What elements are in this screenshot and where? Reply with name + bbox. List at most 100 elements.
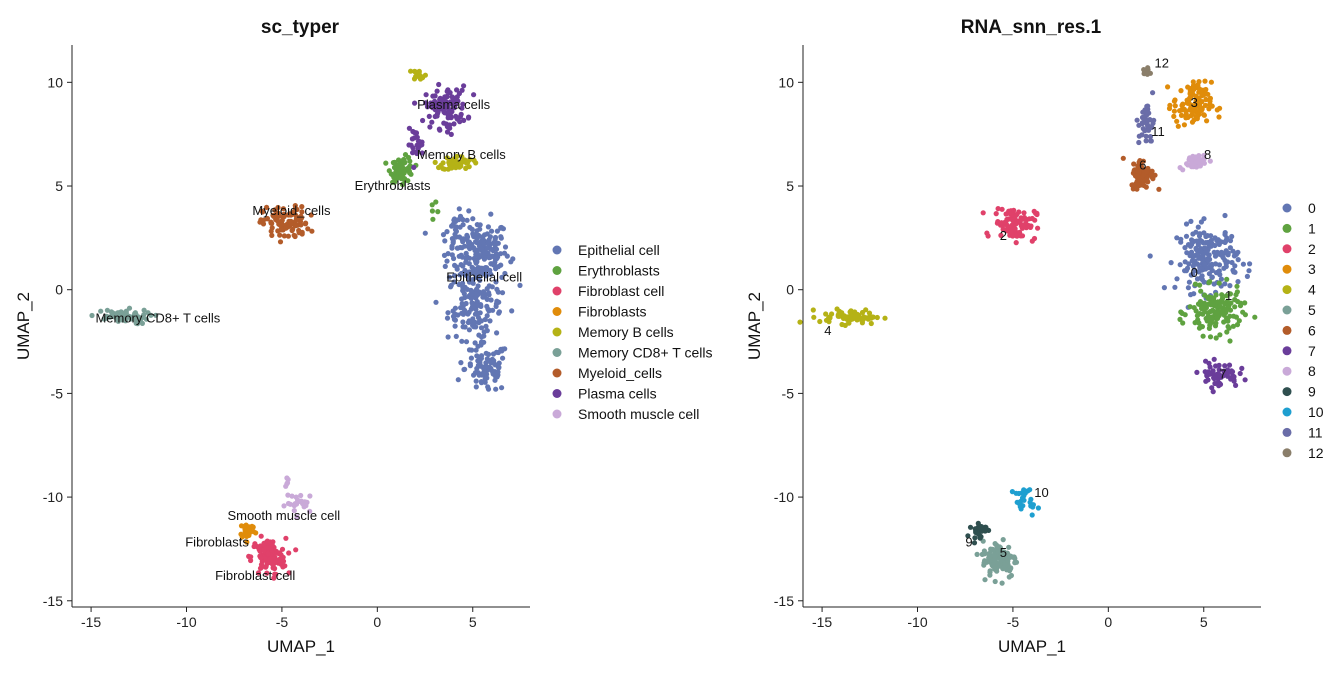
point-fibroblast-cell xyxy=(258,533,264,539)
point-1 xyxy=(1195,301,1202,307)
legend-swatch xyxy=(552,409,562,419)
point-9 xyxy=(978,525,984,531)
point-plasma-cells xyxy=(453,113,459,119)
point-5 xyxy=(992,578,998,585)
point-smooth-muscle-cell xyxy=(289,493,295,499)
point-plasma-cells xyxy=(430,105,436,111)
point-1 xyxy=(1214,310,1220,316)
point-memory-b-cells xyxy=(454,153,460,159)
point-7 xyxy=(1229,369,1236,375)
legend-swatch xyxy=(552,327,562,337)
legend-label: Memory CD8+ T cells xyxy=(578,345,712,361)
point-3 xyxy=(1197,86,1203,92)
point-plasma-cells xyxy=(426,113,432,119)
points xyxy=(797,65,1258,586)
point-myeloid-cells xyxy=(280,206,286,212)
point-0 xyxy=(1182,245,1188,251)
point-epithelial-cell xyxy=(472,311,478,317)
point-epithelial-cell xyxy=(464,217,470,223)
point-4 xyxy=(869,314,875,320)
point-epithelial-cell xyxy=(485,357,491,363)
point-0 xyxy=(1216,268,1222,274)
y-tick-label: 10 xyxy=(778,74,794,90)
point-epithelial-cell xyxy=(451,217,457,223)
point-memory-cd8-t-cells xyxy=(153,312,159,318)
point-erythroblasts xyxy=(433,199,439,205)
point-9 xyxy=(972,535,978,541)
point-2 xyxy=(998,232,1004,238)
point-epithelial-cell xyxy=(502,244,509,250)
point-3 xyxy=(1181,122,1187,128)
point-epithelial-cell xyxy=(479,334,485,340)
point-7 xyxy=(1211,356,1217,362)
point-5 xyxy=(1006,544,1012,550)
y-tick-label: -5 xyxy=(782,385,795,401)
point-plasma-cells xyxy=(441,120,447,126)
point-11 xyxy=(1140,120,1146,126)
point-epithelial-cell xyxy=(478,303,484,309)
point-7 xyxy=(1212,375,1218,381)
point-3 xyxy=(1166,105,1173,112)
point-0 xyxy=(1199,273,1205,279)
point-plasma-cells xyxy=(447,125,453,131)
point-epithelial-cell xyxy=(444,258,450,264)
point-myeloid-cells xyxy=(290,226,296,233)
point-smooth-muscle-cell xyxy=(301,499,307,505)
point-0 xyxy=(1193,246,1199,253)
point-2 xyxy=(985,233,991,239)
point-epithelial-cell xyxy=(463,339,470,345)
x-tick-label: -5 xyxy=(276,614,289,630)
point-1 xyxy=(1216,280,1222,286)
point-7 xyxy=(1233,382,1239,388)
point-memory-cd8-t-cells xyxy=(98,308,104,314)
point-0 xyxy=(1230,267,1236,273)
point-epithelial-cell xyxy=(444,229,450,235)
point-6 xyxy=(1134,166,1141,172)
point-0 xyxy=(1182,268,1188,274)
point-0 xyxy=(1177,262,1183,268)
point-epithelial-cell xyxy=(460,239,466,245)
legend-label: Plasma cells xyxy=(578,386,657,402)
point-myeloid-cells xyxy=(277,239,284,245)
cluster-label: Fibroblast cell xyxy=(215,568,295,583)
point-4 xyxy=(874,314,880,321)
point-3 xyxy=(1216,114,1222,120)
point-plasma-cells xyxy=(441,109,447,115)
legend-label: 8 xyxy=(1308,363,1316,379)
point-5 xyxy=(999,580,1005,586)
point-0 xyxy=(1201,216,1207,222)
point-1 xyxy=(1192,320,1198,326)
point-fibroblast-cell xyxy=(264,570,270,576)
cluster-label: Erythroblasts xyxy=(355,178,431,193)
point-1 xyxy=(1180,320,1186,326)
point-8 xyxy=(1207,158,1213,164)
point-epithelial-cell xyxy=(476,320,482,326)
point-memory-cd8-t-cells xyxy=(131,315,137,321)
x-axis-label: UMAP_1 xyxy=(998,637,1066,656)
point-fibroblast-cell xyxy=(269,560,275,567)
point-1 xyxy=(1200,305,1206,311)
point-3 xyxy=(1185,84,1191,90)
point-plasma-cells xyxy=(415,146,421,152)
x-axis-label: UMAP_1 xyxy=(267,637,335,656)
cluster-label: 3 xyxy=(1191,95,1198,110)
point-epithelial-cell xyxy=(464,286,470,292)
point-1 xyxy=(1197,282,1203,288)
point-5 xyxy=(1002,562,1008,568)
point-1 xyxy=(1212,323,1219,329)
point-0 xyxy=(1240,261,1246,267)
point-10 xyxy=(1019,503,1025,509)
point-memory-cd8-t-cells xyxy=(143,316,149,322)
point-fibroblast-cell xyxy=(267,555,274,562)
point-plasma-cells xyxy=(409,136,415,142)
point-epithelial-cell xyxy=(460,305,466,311)
point-2 xyxy=(1021,210,1027,216)
point-0 xyxy=(1235,249,1241,255)
point-epithelial-cell xyxy=(499,385,505,391)
point-epithelial-cell xyxy=(473,378,479,384)
point-1 xyxy=(1223,293,1230,299)
point-1 xyxy=(1236,318,1242,324)
point-erythroblasts xyxy=(435,209,441,215)
point-myeloid-cells xyxy=(269,232,275,238)
point-erythroblasts xyxy=(401,156,407,163)
